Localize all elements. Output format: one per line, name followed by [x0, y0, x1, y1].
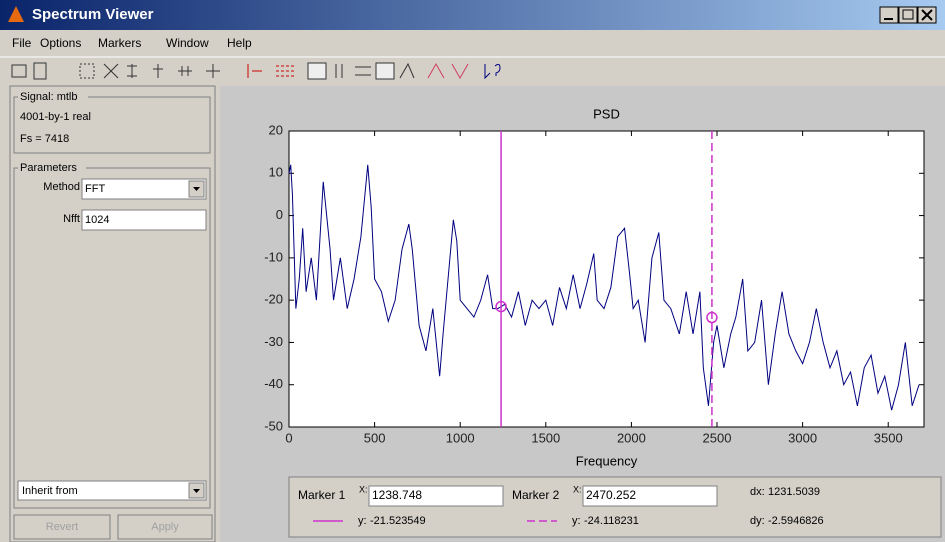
menu-item[interactable]: Markers [98, 36, 141, 50]
method-label: Method [43, 181, 80, 193]
title-bar [0, 0, 945, 30]
parameters-frame [13, 167, 211, 509]
marker-button[interactable] [247, 64, 262, 78]
preview-button[interactable] [33, 62, 47, 80]
marker-x-input[interactable] [582, 485, 718, 507]
marker-x-value: 2470.252 [586, 488, 636, 502]
label-bg [18, 162, 86, 174]
marker-y-value: -24.118231 [584, 515, 639, 527]
help-button[interactable] [484, 63, 501, 80]
marker-label: Marker 2 [512, 488, 560, 502]
revert-button[interactable] [13, 514, 111, 540]
zoom-box-button[interactable] [79, 63, 95, 79]
y-tick-label: 0 [276, 207, 283, 222]
marker-point [706, 311, 718, 324]
minimize[interactable] [879, 6, 899, 24]
method-value: FFT [85, 183, 105, 195]
print-button[interactable] [11, 64, 27, 78]
marker-y-label: y: [572, 515, 581, 527]
menu-item[interactable]: Window [166, 36, 209, 50]
inherit-value: Inherit from [22, 485, 78, 497]
marker-x-label: X: [359, 484, 368, 494]
peaks-button[interactable] [427, 62, 445, 79]
zoom-full-button[interactable] [103, 63, 119, 79]
signal-info: 4001-by-1 real [20, 111, 91, 123]
dx-label: dx: [750, 486, 765, 498]
zoom-in-x-button[interactable] [206, 64, 220, 78]
window-controls [879, 6, 937, 24]
x-tick-label: 0 [285, 430, 292, 445]
x-tick-label: 1500 [531, 430, 560, 445]
signal-info: Fs = 7418 [20, 133, 69, 145]
menu-item[interactable]: Options [40, 36, 81, 50]
icon [902, 9, 914, 20]
nfft-label: Nfft [63, 213, 80, 225]
x-tick-label: 500 [364, 430, 386, 445]
marker-y-label: y: [358, 515, 367, 527]
track-button[interactable] [375, 62, 395, 80]
slope-button[interactable] [399, 62, 415, 79]
label-bg [18, 92, 88, 102]
line-style-button[interactable] [276, 65, 294, 77]
x-tick-label: 2500 [703, 430, 732, 445]
valleys-button[interactable] [451, 63, 469, 80]
zoom-x-button[interactable] [178, 66, 192, 76]
chart-title: PSD [593, 106, 620, 121]
maximize[interactable] [898, 6, 918, 24]
y-tick-label: -30 [264, 334, 283, 349]
icon [921, 9, 933, 21]
dropdown-arrow [193, 489, 200, 493]
marker-label: Marker 1 [298, 488, 346, 502]
plot-area [288, 130, 925, 428]
markers-toggle[interactable] [307, 62, 327, 80]
horizontal-markers[interactable] [355, 66, 371, 76]
marker-point [495, 300, 507, 313]
parameters-label: Parameters [20, 162, 77, 174]
inherit-dropdown[interactable] [17, 480, 207, 501]
signal-frame [13, 96, 211, 154]
menu-item[interactable]: File [12, 36, 32, 50]
y-tick-label: -40 [264, 376, 283, 391]
menu-bar: File Options Markers Window Help [12, 36, 252, 50]
apply-label: Apply [151, 521, 179, 533]
marker-x-label: X: [573, 484, 582, 494]
side-panel [9, 85, 216, 542]
x-tick-label: 3500 [874, 430, 903, 445]
app-icon [8, 6, 24, 22]
y-tick-label: 20 [269, 122, 283, 137]
y-tick-label: -10 [264, 249, 283, 264]
menu-item[interactable]: Help [227, 36, 252, 50]
dy-label: dy: [750, 515, 765, 527]
zoom-y-button[interactable] [127, 64, 137, 78]
toolbar [11, 62, 501, 80]
y-tick-label: -20 [264, 292, 283, 307]
window-title: Spectrum Viewer [32, 6, 154, 23]
revert-label: Revert [46, 521, 78, 533]
dx-value: 1231.5039 [768, 486, 820, 498]
nfft-input[interactable] [81, 209, 207, 231]
psd-line [288, 164, 920, 411]
chart: PSD Frequency 0 500 1000 1500 2000 2500 3000 3500… [264, 106, 925, 468]
signal-label: Signal: mtlb [20, 91, 77, 103]
y-tick-label: -50 [264, 418, 283, 433]
method-dropdown[interactable] [81, 178, 207, 200]
nfft-value: 1024 [85, 214, 109, 226]
zoom-in-y-button[interactable] [153, 64, 163, 78]
y-tick-label: 10 [269, 165, 283, 180]
marker-x-value: 1238.748 [372, 488, 422, 502]
x-tick-label: 1000 [446, 430, 475, 445]
apply-button[interactable] [117, 514, 213, 540]
vertical-markers[interactable] [335, 64, 343, 78]
marker-y-value: -21.523549 [370, 515, 426, 527]
x-tick-label: 3000 [788, 430, 817, 445]
dy-value: -2.5946826 [768, 515, 824, 527]
dropdown-arrow [193, 187, 200, 191]
x-tick-label: 2000 [617, 430, 646, 445]
x-axis-label: Frequency [576, 453, 638, 468]
marker-x-input[interactable] [368, 485, 504, 507]
